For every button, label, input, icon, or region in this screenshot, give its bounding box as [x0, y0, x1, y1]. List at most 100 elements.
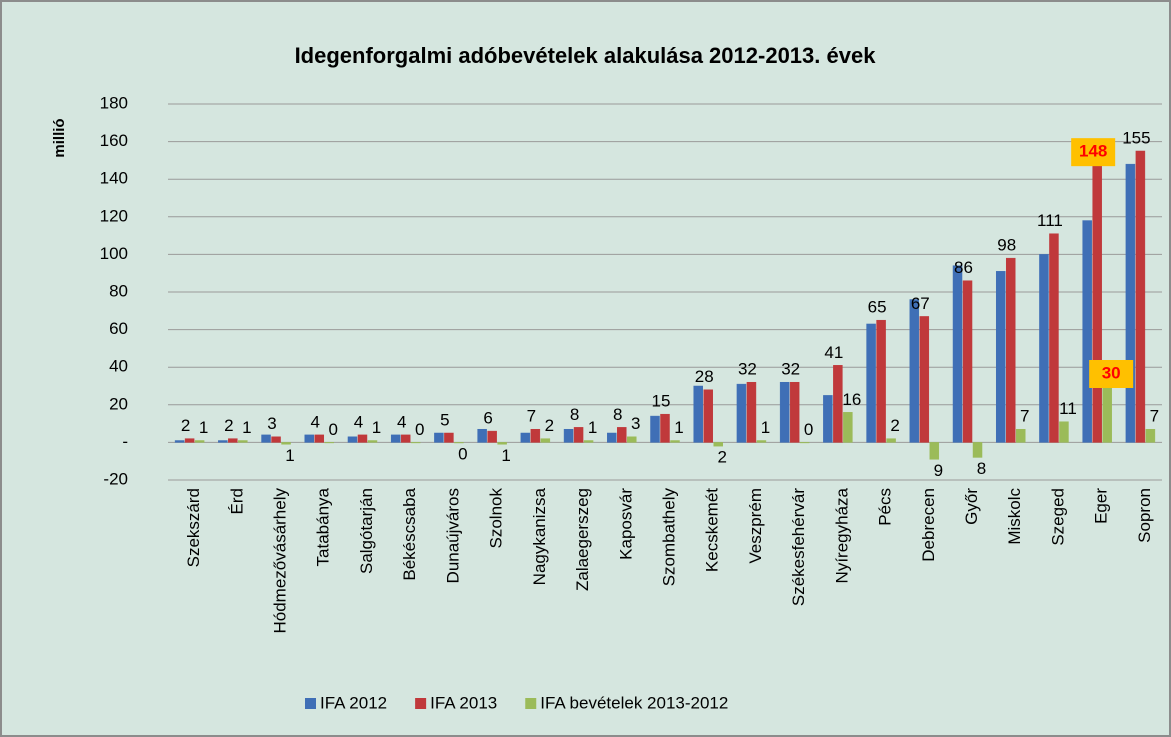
x-tick-label: Érd: [227, 488, 246, 514]
data-label: 16: [842, 390, 861, 409]
bar: [454, 442, 464, 444]
legend-swatch: [525, 698, 537, 709]
bar: [477, 428, 487, 443]
bar: [1082, 220, 1092, 443]
bar: [962, 280, 973, 443]
bar: [1015, 428, 1026, 443]
data-label: 0: [415, 420, 424, 439]
y-tick-label: 140: [100, 169, 128, 188]
bar: [497, 442, 507, 445]
bar: [530, 428, 541, 443]
x-tick-label: Dunaújváros: [443, 488, 462, 583]
x-tick-label: Zalaegerszeg: [573, 488, 592, 591]
bar: [573, 427, 584, 443]
data-label: 7: [1020, 407, 1029, 426]
bar: [909, 299, 920, 443]
bar: [357, 434, 368, 443]
bar: [995, 271, 1006, 443]
bar: [779, 381, 790, 443]
y-tick-label: 80: [109, 281, 128, 300]
chart-title: Idegenforgalmi adóbevételek alakulása 20…: [295, 43, 877, 68]
bar: [866, 323, 876, 443]
data-label: 148: [1079, 142, 1107, 161]
data-label: 1: [242, 418, 251, 437]
bar: [174, 440, 185, 443]
data-label: 9: [934, 461, 943, 480]
bar: [238, 440, 248, 443]
bar: [1049, 233, 1059, 443]
bar: [194, 440, 205, 443]
bar: [347, 436, 358, 443]
bar: [520, 432, 531, 443]
data-label: 8: [977, 459, 986, 478]
data-label: 41: [824, 343, 843, 362]
x-tick-label: Székesfehérvár: [789, 488, 808, 606]
data-label: 1: [199, 418, 208, 437]
bar: [583, 440, 594, 443]
bar: [281, 442, 291, 445]
bar: [218, 440, 228, 443]
bar: [929, 442, 940, 460]
bar: [952, 265, 963, 443]
x-tick-label: Szombathely: [659, 488, 678, 587]
bar: [799, 442, 810, 444]
bar: [919, 316, 930, 443]
data-label: 1: [372, 418, 381, 437]
bar: [271, 436, 281, 443]
y-tick-label: 180: [100, 93, 128, 112]
data-label: 2: [717, 448, 726, 467]
bar: [1039, 254, 1049, 443]
data-label: 32: [781, 360, 800, 379]
data-label: 3: [631, 414, 640, 433]
bar: [746, 381, 757, 443]
bar: [434, 432, 444, 443]
data-label: 111: [1037, 211, 1063, 230]
data-label: 1: [588, 418, 597, 437]
bar: [487, 430, 497, 443]
y-tick-label: -: [122, 432, 128, 451]
bar: [390, 434, 401, 443]
bar: [713, 442, 723, 447]
data-label: 3: [267, 414, 276, 433]
bar: [444, 432, 454, 443]
bar: [607, 432, 617, 443]
x-tick-label: Nagykanizsa: [530, 487, 549, 585]
bar: [650, 415, 660, 443]
bar: [833, 365, 843, 443]
bar: [736, 383, 747, 443]
x-tick-label: Veszprém: [746, 488, 765, 564]
data-label: 8: [570, 405, 579, 424]
bar: [261, 434, 271, 443]
label-highlight: [1071, 138, 1116, 167]
bar: [843, 412, 853, 443]
x-tick-label: Kaposvár: [616, 488, 635, 560]
x-tick-label: Salgótarján: [357, 488, 376, 574]
data-label: 0: [458, 444, 467, 463]
bar: [540, 438, 551, 443]
data-label: 2: [224, 416, 233, 435]
legend-label: IFA 2012: [320, 693, 387, 712]
bar: [400, 434, 411, 443]
data-label: 5: [440, 410, 449, 429]
bar: [703, 389, 713, 443]
data-label: 155: [1122, 128, 1150, 147]
bar: [1059, 421, 1069, 443]
y-tick-label: 160: [100, 131, 128, 150]
bar: [660, 413, 670, 443]
x-tick-label: Győr: [962, 488, 981, 525]
x-tick-label: Sopron: [1135, 488, 1154, 543]
bar: [1102, 385, 1112, 443]
x-tick-label: Tatabánya: [314, 487, 333, 566]
bar: [1005, 257, 1016, 443]
data-label: 32: [738, 360, 757, 379]
y-tick-label: 100: [100, 244, 128, 263]
bar: [563, 428, 574, 443]
data-label: 15: [652, 392, 671, 411]
x-tick-label: Pécs: [876, 488, 895, 526]
bar: [324, 442, 335, 444]
label-highlight: [1089, 360, 1134, 388]
legend-swatch: [415, 698, 427, 709]
data-label: 2: [890, 416, 899, 435]
data-label: 4: [311, 412, 320, 431]
data-label: 2: [181, 416, 190, 435]
